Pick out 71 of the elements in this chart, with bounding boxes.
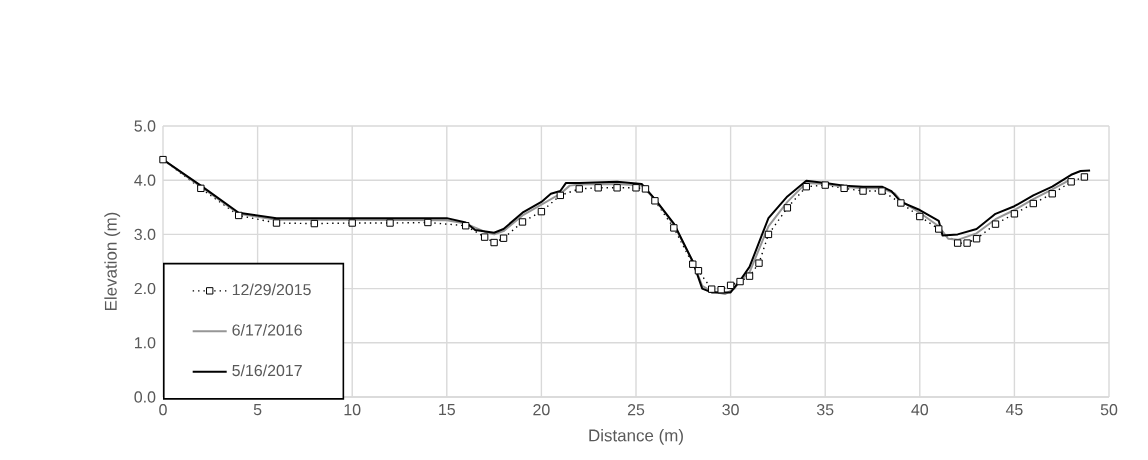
x-tick-label: 25: [627, 404, 645, 416]
x-axis-title: Distance (m): [589, 429, 683, 445]
point: [783, 204, 792, 212]
point: [490, 238, 498, 247]
point: [840, 184, 848, 193]
point: [916, 212, 924, 221]
x-tick-label: 0: [159, 404, 167, 416]
point: [670, 224, 678, 232]
point: [821, 181, 829, 189]
point: [386, 219, 394, 227]
point: [755, 259, 763, 267]
point: [991, 220, 1000, 228]
y-axis-title: Elevation (m): [104, 212, 121, 311]
point: [878, 187, 886, 195]
point: [1080, 173, 1089, 181]
point: [897, 199, 905, 207]
legend-label: 12/29/2015: [232, 283, 311, 296]
point: [707, 285, 716, 293]
point: [689, 260, 697, 268]
point: [745, 272, 754, 280]
point: [1048, 190, 1056, 198]
legend-label: 6/17/2016: [232, 323, 302, 336]
point: [717, 286, 725, 294]
point: [575, 185, 583, 193]
y-tick-label: 0.0: [134, 391, 156, 403]
y-tick-label: 3.0: [134, 228, 156, 241]
point: [764, 230, 773, 239]
x-tick-label: 20: [533, 404, 550, 416]
point: [499, 234, 508, 242]
point: [272, 219, 281, 227]
x-tick-label: 30: [722, 404, 739, 416]
point: [726, 281, 735, 290]
point: [197, 184, 205, 193]
point: [953, 239, 962, 247]
point: [935, 225, 943, 233]
point: [802, 183, 810, 191]
point: [310, 219, 319, 228]
point: [1067, 178, 1075, 186]
point: [1010, 210, 1019, 218]
point: [972, 235, 981, 243]
y-tick-label: 5.0: [134, 120, 156, 132]
point: [348, 219, 356, 227]
x-tick-label: 40: [911, 404, 929, 416]
x-tick-label: 45: [1005, 404, 1023, 416]
y-tick-label: 1.0: [135, 337, 156, 349]
point: [963, 239, 971, 247]
point: [159, 155, 167, 164]
point: [594, 184, 602, 192]
point: [859, 187, 867, 195]
y-tick-label: 2.0: [134, 282, 156, 295]
point: [556, 191, 565, 200]
x-tick-label: 15: [439, 404, 455, 416]
point: [424, 218, 432, 227]
point: [651, 197, 659, 205]
point: [613, 184, 621, 192]
x-tick-label: 50: [1100, 404, 1118, 416]
x-tick-label: 5: [253, 404, 262, 416]
point: [462, 222, 470, 230]
point: [641, 185, 650, 193]
y-tick-label: 4.0: [134, 174, 156, 186]
point: [1029, 199, 1038, 208]
legend-label: 5/16/2017: [232, 364, 302, 377]
point: [632, 184, 640, 192]
x-tick-label: 10: [344, 404, 361, 416]
point: [480, 233, 489, 241]
point: [736, 277, 744, 286]
point: [518, 218, 527, 226]
point: [694, 267, 703, 275]
x-tick-label: 35: [816, 404, 834, 416]
point: [234, 211, 243, 220]
point: [537, 207, 546, 216]
